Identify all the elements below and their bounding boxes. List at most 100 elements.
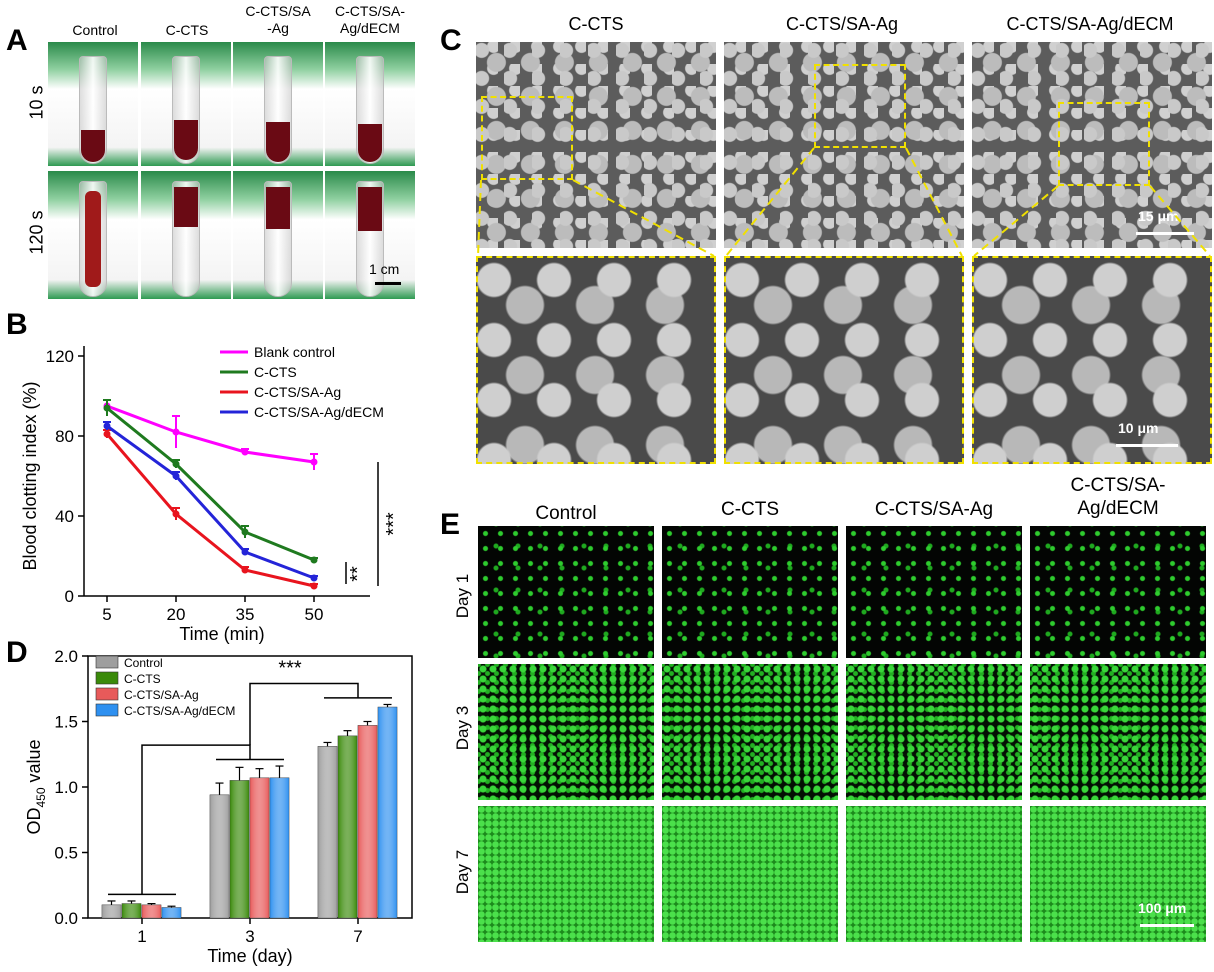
fluorescence-image <box>662 806 838 942</box>
bar-shade <box>338 735 357 918</box>
tube-photo <box>233 171 323 299</box>
panel-label-e: E <box>440 508 461 541</box>
panel-a-col-ccts: C-CTS <box>165 22 209 38</box>
bar-shade <box>102 904 121 918</box>
y-tick-label: 0 <box>65 587 74 606</box>
legend-swatch <box>95 703 119 717</box>
bar-shade <box>230 780 249 918</box>
panel-label-d: D <box>6 636 28 669</box>
zoom-frame <box>724 256 964 464</box>
bar-shade <box>358 725 377 918</box>
x-tick-label: 35 <box>236 605 255 624</box>
tube-photo <box>233 42 323 166</box>
blood-clotting-chart: 0 40 80 120 5 20 35 50 Blank control C-CTS C-CTS/… <box>20 344 405 644</box>
legend-swatch <box>95 687 119 701</box>
legend-label: C-CTS <box>254 364 297 380</box>
legend-swatch <box>95 655 119 669</box>
fluorescence-image <box>846 526 1022 658</box>
bar-shade <box>210 794 229 918</box>
y-tick-label: 1.5 <box>54 713 78 732</box>
data-point <box>310 574 318 582</box>
fluorescence-image <box>478 526 654 658</box>
fluorescence-image <box>662 526 838 658</box>
panel-e-row-day1: Day 1 <box>453 573 472 619</box>
y-tick-label: 0.0 <box>54 909 78 928</box>
panel-e-scalebar-label: 100 μm <box>1138 900 1187 916</box>
tube-photo <box>48 171 138 299</box>
legend-label: C-CTS/SA-Ag <box>254 384 341 400</box>
data-point <box>310 458 318 466</box>
zoom-region-box <box>481 96 573 180</box>
fluorescence-image <box>1030 806 1206 942</box>
zoom-frame <box>476 256 716 464</box>
sem-image <box>476 42 716 248</box>
legend-label: Control <box>124 656 163 670</box>
chart-d-ylabel: OD450 value <box>24 739 48 834</box>
zoom-region-box <box>814 64 906 148</box>
sem-zoom-image <box>476 256 716 464</box>
data-point <box>241 566 249 574</box>
chart-d-ylabel-rest: value <box>24 739 44 787</box>
data-point <box>241 528 249 536</box>
series-line <box>105 433 315 588</box>
significance-label: ** <box>347 566 369 582</box>
panel-c-col-ccts: C-CTS <box>568 14 624 34</box>
fluorescence-image <box>1030 526 1206 658</box>
y-tick-label: 40 <box>55 507 74 526</box>
zoom-region-box <box>1058 102 1150 186</box>
fluorescence-image <box>478 806 654 942</box>
x-tick-label: 50 <box>305 605 324 624</box>
tube-photo <box>141 171 231 299</box>
bar-shade <box>162 907 181 918</box>
x-tick-label: 1 <box>137 927 146 946</box>
y-tick-label: 1.0 <box>54 778 78 797</box>
bar-shade <box>142 904 161 918</box>
series-line <box>106 424 315 580</box>
panel-e-col-ccts: C-CTS <box>720 499 780 520</box>
x-tick-label: 3 <box>245 927 254 946</box>
bar-shade <box>378 707 397 918</box>
significance-label: *** <box>278 657 302 679</box>
panel-a-col-control: Control <box>72 22 118 38</box>
chart-d-ylabel-sub: 450 <box>34 787 48 807</box>
significance-connector <box>141 744 251 895</box>
legend-label: C-CTS/SA-Ag <box>124 688 199 702</box>
sem-zoom-image: 10 μm <box>972 256 1212 464</box>
legend-label: C-CTS/SA-Ag/dECM <box>254 404 384 420</box>
bar-shade <box>250 777 269 918</box>
panel-a-col-ccts-sa-ag: C-CTS/SA -Ag <box>245 3 311 36</box>
data-point <box>172 472 180 480</box>
data-point <box>103 430 111 438</box>
tube-photo <box>325 42 415 166</box>
sem-image: 15 μm <box>972 42 1212 248</box>
panel-c-scalebar-bottom: 10 μm <box>1118 420 1159 436</box>
data-point <box>172 510 180 518</box>
legend-label: Blank control <box>254 344 335 360</box>
tube-photo <box>48 42 138 166</box>
panel-e-row-day7: Day 7 <box>453 849 472 895</box>
data-point <box>103 422 111 430</box>
legend-label: C-CTS/SA-Ag/dECM <box>124 704 235 718</box>
chart-b-axes: 0 40 80 120 5 20 35 50 <box>46 346 370 624</box>
panel-c-scalebar-top: 15 μm <box>1138 208 1179 224</box>
significance-label: *** <box>383 512 405 536</box>
data-point <box>241 448 249 456</box>
zoom-frame <box>972 256 1212 464</box>
data-point <box>103 404 111 412</box>
fluorescence-image <box>478 664 654 800</box>
panel-e-col-control: Control <box>535 503 597 524</box>
sem-zoom-image <box>724 256 964 464</box>
chart-d-ylabel-main: OD <box>24 808 44 835</box>
x-tick-label: 20 <box>167 605 186 624</box>
fluorescence-image <box>1030 664 1206 800</box>
bar-shade <box>270 777 289 918</box>
fluorescence-image <box>846 806 1022 942</box>
data-point <box>172 428 180 436</box>
series-c-cts-sa-ag-decm <box>103 421 318 582</box>
panel-e-row-day3: Day 3 <box>453 705 472 751</box>
series-line <box>106 406 315 562</box>
data-point <box>241 548 249 556</box>
panel-label-c: C <box>440 24 462 57</box>
x-tick-label: 5 <box>102 605 111 624</box>
chart-b-ylabel: Blood clotting index (%) <box>20 381 40 570</box>
